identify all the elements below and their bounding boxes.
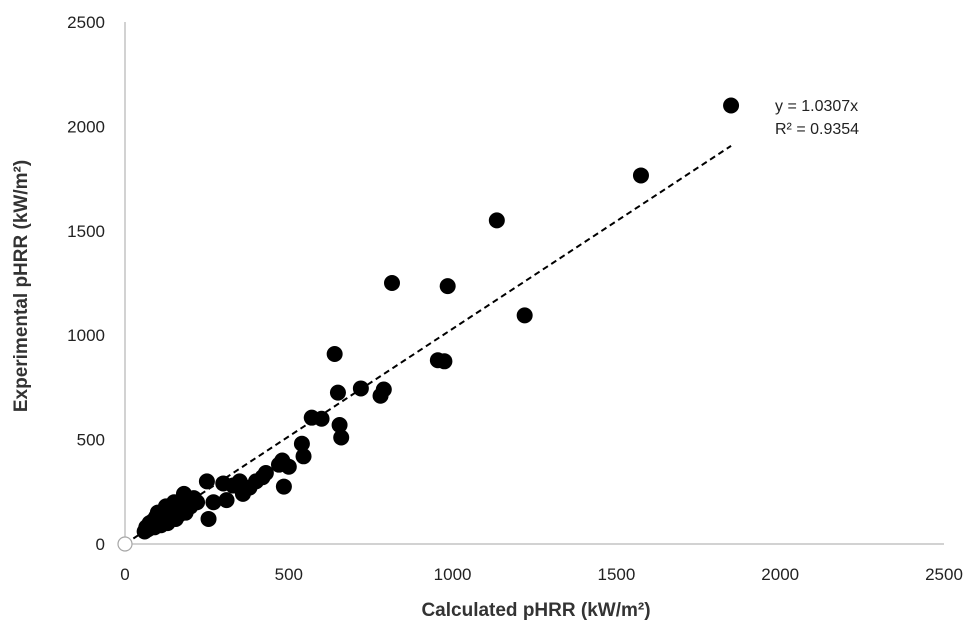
data-point <box>275 478 292 495</box>
y-tick-label: 2500 <box>67 13 105 32</box>
data-point <box>333 429 350 446</box>
data-point <box>436 353 453 370</box>
data-point <box>205 494 222 511</box>
x-tick-label: 2000 <box>761 565 799 584</box>
trendline-equation: y = 1.0307x <box>775 98 858 115</box>
y-tick-label: 0 <box>96 535 105 554</box>
x-tick-labels: 0 500 1000 1500 2000 2500 <box>120 565 963 584</box>
origin-point <box>117 536 133 552</box>
data-point <box>295 448 312 465</box>
data-point <box>326 345 343 362</box>
data-points <box>136 97 740 540</box>
data-point <box>723 97 740 114</box>
y-tick-label: 2000 <box>67 117 105 136</box>
data-point <box>189 494 206 511</box>
data-point <box>198 473 215 490</box>
data-point <box>352 380 369 397</box>
trendline-r-squared: R² = 0.9354 <box>775 121 859 138</box>
data-point <box>280 458 297 475</box>
data-point <box>329 384 346 401</box>
data-point <box>293 435 310 452</box>
data-point <box>488 212 505 229</box>
y-axis-title: Experimental pHRR (kW/m²) <box>11 160 32 412</box>
data-point <box>313 410 330 427</box>
data-point <box>516 307 533 324</box>
axes <box>124 22 944 545</box>
data-point <box>439 278 456 295</box>
data-point <box>200 510 217 527</box>
y-tick-label: 1500 <box>67 222 105 241</box>
y-tick-label: 500 <box>77 431 105 450</box>
x-axis-title: Calculated pHRR (kW/m²) <box>421 600 650 621</box>
data-point <box>218 492 235 509</box>
x-tick-label: 1500 <box>597 565 635 584</box>
data-point <box>632 167 649 184</box>
data-point <box>257 465 274 482</box>
data-point <box>383 275 400 291</box>
x-tick-label: 0 <box>120 565 129 584</box>
y-tick-labels: 0 500 1000 1500 2000 2500 <box>67 13 105 554</box>
x-tick-label: 500 <box>275 565 303 584</box>
x-tick-label: 1000 <box>434 565 472 584</box>
data-point <box>331 416 348 433</box>
data-point <box>375 381 392 398</box>
y-tick-label: 1000 <box>67 326 105 345</box>
x-tick-label: 2500 <box>925 565 963 584</box>
